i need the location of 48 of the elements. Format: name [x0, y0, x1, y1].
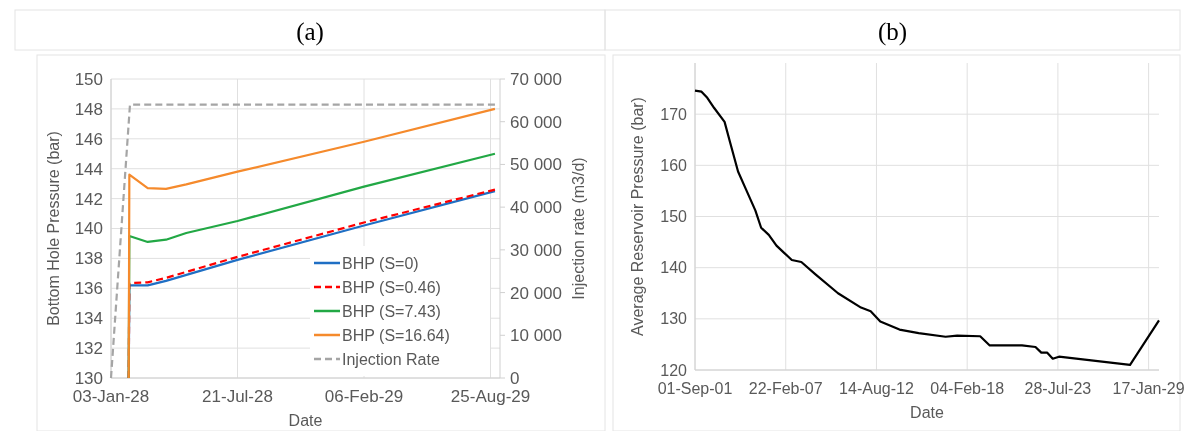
y-axis-title: Average Reservoir Pressure (bar): [629, 97, 646, 336]
y-tick-label: 150: [74, 69, 103, 89]
chart-title: (b): [877, 18, 908, 46]
y-tick-label: 136: [74, 279, 103, 299]
x-tick-label: 03-Jan-28: [72, 387, 150, 406]
y-tick-label: 138: [74, 249, 103, 269]
x-tick-label: 04-Feb-18: [930, 380, 1005, 397]
x-tick-label: 14-Aug-12: [839, 380, 914, 397]
y-tick-label: 140: [660, 259, 688, 277]
x-tick-label: 01-Sep-01: [657, 380, 733, 397]
x-tick-label: 17-Jan-29: [1112, 380, 1185, 397]
y-tick-label: 144: [74, 159, 103, 179]
y-tick-label: 160: [660, 156, 688, 174]
x-tick-label: 28-Jul-23: [1024, 380, 1092, 397]
y-tick-label: 150: [660, 208, 688, 226]
y-tick-label: 130: [660, 310, 688, 328]
legend-label: BHP (S=7.43): [342, 302, 441, 320]
y-tick-label: 148: [74, 99, 103, 119]
y2-tick-label: 40 000: [510, 198, 562, 218]
line-series: [693, 89, 1161, 366]
y-tick-label: 142: [74, 189, 103, 209]
y2-tick-label: 10 000: [510, 326, 562, 346]
y-axis-title: Bottom Hole Pressure (bar): [45, 131, 62, 326]
x-axis-title: Date: [910, 404, 944, 421]
legend-label: Injection Rate: [342, 350, 440, 368]
y-tick-label: 130: [74, 368, 103, 388]
y-tick-label: 134: [74, 309, 103, 329]
legend-label: BHP (S=16.64): [342, 326, 450, 344]
x-tick-label: 22-Feb-07: [748, 380, 823, 397]
y-tick-label: 140: [74, 219, 103, 239]
x-tick-label: 25-Aug-29: [450, 387, 531, 406]
x-axis-title: Date: [288, 412, 323, 429]
y2-tick-label: 30 000: [510, 240, 562, 260]
y2-axis-title: Injection rate (m3/d): [570, 157, 587, 300]
x-tick-label: 21-Jul-28: [202, 387, 273, 406]
legend-label: BHP (S=0.46): [342, 278, 441, 296]
legend-label: BHP (S=0): [342, 254, 419, 272]
chart-title: (a): [296, 18, 324, 46]
y-tick-label: 132: [74, 339, 103, 359]
y2-tick-label: 60 000: [510, 112, 562, 132]
y-tick-label: 146: [74, 129, 103, 149]
y2-tick-label: 0: [510, 368, 520, 388]
x-tick-label: 06-Feb-29: [324, 387, 404, 406]
y-tick-label: 120: [660, 361, 688, 379]
y2-tick-label: 50 000: [510, 155, 562, 175]
y-tick-label: 170: [660, 105, 688, 123]
y2-tick-label: 70 000: [510, 69, 562, 89]
y2-tick-label: 20 000: [510, 283, 562, 303]
